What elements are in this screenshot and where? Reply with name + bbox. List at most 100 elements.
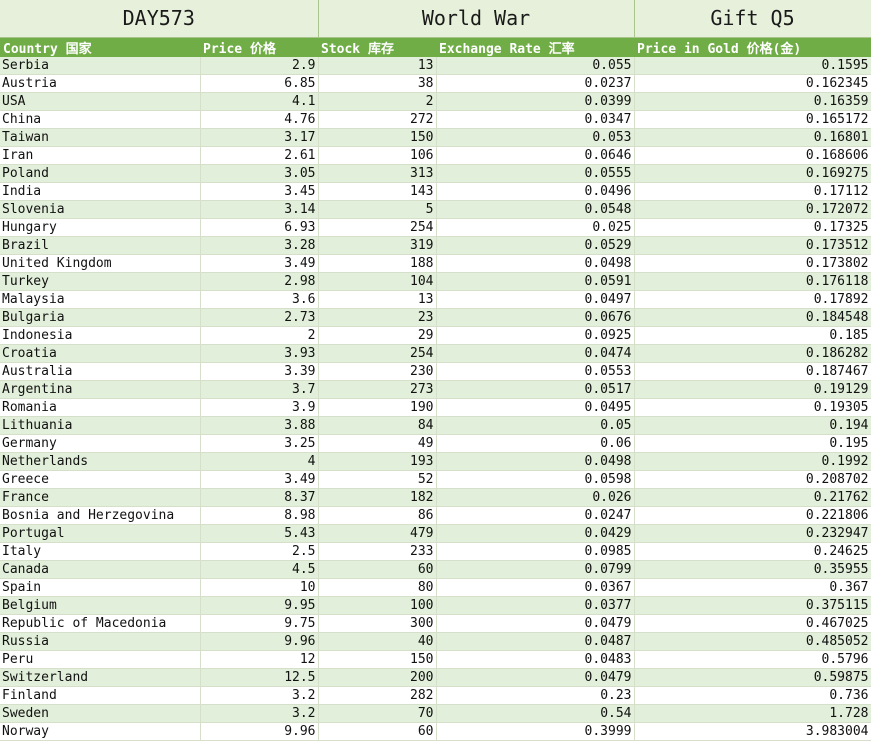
cell-price-in-gold[interactable]: 0.165172	[634, 110, 871, 129]
cell-exchange-rate[interactable]: 0.0548	[436, 200, 635, 219]
cell-exchange-rate[interactable]: 0.0377	[436, 596, 635, 615]
cell-country[interactable]: Bosnia and Herzegovina	[0, 506, 201, 525]
cell-exchange-rate[interactable]: 0.0646	[436, 146, 635, 165]
cell-price[interactable]: 12	[200, 650, 319, 669]
cell-price[interactable]: 3.39	[200, 362, 319, 381]
cell-stock[interactable]: 80	[318, 578, 437, 597]
cell-exchange-rate[interactable]: 0.0676	[436, 308, 635, 327]
cell-price-in-gold[interactable]: 0.187467	[634, 362, 871, 381]
cell-stock[interactable]: 38	[318, 74, 437, 93]
cell-stock[interactable]: 182	[318, 488, 437, 507]
cell-stock[interactable]: 5	[318, 200, 437, 219]
cell-price[interactable]: 8.98	[200, 506, 319, 525]
cell-country[interactable]: Greece	[0, 470, 201, 489]
cell-stock[interactable]: 479	[318, 524, 437, 543]
cell-exchange-rate[interactable]: 0.0487	[436, 632, 635, 651]
cell-price[interactable]: 8.37	[200, 488, 319, 507]
cell-price[interactable]: 3.28	[200, 236, 319, 255]
cell-exchange-rate[interactable]: 0.0985	[436, 542, 635, 561]
cell-stock[interactable]: 106	[318, 146, 437, 165]
cell-price-in-gold[interactable]: 0.367	[634, 578, 871, 597]
cell-price-in-gold[interactable]: 0.162345	[634, 74, 871, 93]
cell-price[interactable]: 12.5	[200, 668, 319, 687]
cell-country[interactable]: Taiwan	[0, 128, 201, 147]
cell-price[interactable]: 3.14	[200, 200, 319, 219]
cell-price-in-gold[interactable]: 0.221806	[634, 506, 871, 525]
cell-stock[interactable]: 70	[318, 704, 437, 723]
cell-price[interactable]: 9.96	[200, 632, 319, 651]
cell-exchange-rate[interactable]: 0.23	[436, 686, 635, 705]
cell-price[interactable]: 2	[200, 326, 319, 345]
cell-price-in-gold[interactable]: 0.172072	[634, 200, 871, 219]
title-day[interactable]: DAY573	[0, 0, 319, 38]
header-price[interactable]: Price 价格	[200, 37, 318, 57]
cell-price[interactable]: 3.9	[200, 398, 319, 417]
cell-country[interactable]: Serbia	[0, 56, 201, 75]
cell-price[interactable]: 3.7	[200, 380, 319, 399]
cell-exchange-rate[interactable]: 0.0479	[436, 668, 635, 687]
cell-stock[interactable]: 2	[318, 92, 437, 111]
cell-stock[interactable]: 40	[318, 632, 437, 651]
cell-price[interactable]: 2.73	[200, 308, 319, 327]
cell-exchange-rate[interactable]: 0.0399	[436, 92, 635, 111]
cell-country[interactable]: Slovenia	[0, 200, 201, 219]
cell-stock[interactable]: 193	[318, 452, 437, 471]
cell-country[interactable]: Russia	[0, 632, 201, 651]
cell-stock[interactable]: 254	[318, 218, 437, 237]
cell-price-in-gold[interactable]: 0.467025	[634, 614, 871, 633]
cell-stock[interactable]: 230	[318, 362, 437, 381]
cell-exchange-rate[interactable]: 0.0367	[436, 578, 635, 597]
cell-exchange-rate[interactable]: 0.0498	[436, 452, 635, 471]
cell-price-in-gold[interactable]: 0.17325	[634, 218, 871, 237]
cell-price[interactable]: 3.49	[200, 470, 319, 489]
cell-price[interactable]: 2.9	[200, 56, 319, 75]
cell-price[interactable]: 5.43	[200, 524, 319, 543]
cell-price-in-gold[interactable]: 0.176118	[634, 272, 871, 291]
cell-price-in-gold[interactable]: 0.1992	[634, 452, 871, 471]
cell-country[interactable]: Norway	[0, 722, 201, 741]
cell-price-in-gold[interactable]: 0.35955	[634, 560, 871, 579]
cell-stock[interactable]: 190	[318, 398, 437, 417]
cell-price[interactable]: 3.25	[200, 434, 319, 453]
cell-price-in-gold[interactable]: 0.17892	[634, 290, 871, 309]
cell-exchange-rate[interactable]: 0.54	[436, 704, 635, 723]
cell-country[interactable]: Indonesia	[0, 326, 201, 345]
cell-price-in-gold[interactable]: 0.19305	[634, 398, 871, 417]
cell-price[interactable]: 2.61	[200, 146, 319, 165]
cell-country[interactable]: Netherlands	[0, 452, 201, 471]
cell-stock[interactable]: 13	[318, 56, 437, 75]
cell-price-in-gold[interactable]: 0.24625	[634, 542, 871, 561]
cell-price-in-gold[interactable]: 3.983004	[634, 722, 871, 741]
cell-stock[interactable]: 60	[318, 722, 437, 741]
cell-price[interactable]: 3.05	[200, 164, 319, 183]
cell-country[interactable]: Croatia	[0, 344, 201, 363]
cell-country[interactable]: Turkey	[0, 272, 201, 291]
cell-exchange-rate[interactable]: 0.0479	[436, 614, 635, 633]
cell-country[interactable]: Italy	[0, 542, 201, 561]
cell-price[interactable]: 9.96	[200, 722, 319, 741]
cell-price-in-gold[interactable]: 0.173802	[634, 254, 871, 273]
cell-exchange-rate[interactable]: 0.3999	[436, 722, 635, 741]
cell-country[interactable]: Sweden	[0, 704, 201, 723]
cell-country[interactable]: Australia	[0, 362, 201, 381]
cell-price-in-gold[interactable]: 0.169275	[634, 164, 871, 183]
cell-country[interactable]: Hungary	[0, 218, 201, 237]
cell-country[interactable]: China	[0, 110, 201, 129]
cell-price[interactable]: 4.76	[200, 110, 319, 129]
cell-stock[interactable]: 86	[318, 506, 437, 525]
cell-stock[interactable]: 60	[318, 560, 437, 579]
cell-country[interactable]: Portugal	[0, 524, 201, 543]
cell-price[interactable]: 4.1	[200, 92, 319, 111]
cell-country[interactable]: USA	[0, 92, 201, 111]
cell-price-in-gold[interactable]: 0.195	[634, 434, 871, 453]
cell-country[interactable]: United Kingdom	[0, 254, 201, 273]
cell-price-in-gold[interactable]: 0.232947	[634, 524, 871, 543]
cell-exchange-rate[interactable]: 0.0495	[436, 398, 635, 417]
cell-country[interactable]: France	[0, 488, 201, 507]
cell-stock[interactable]: 319	[318, 236, 437, 255]
cell-price-in-gold[interactable]: 0.485052	[634, 632, 871, 651]
cell-price-in-gold[interactable]: 0.19129	[634, 380, 871, 399]
cell-country[interactable]: Republic of Macedonia	[0, 614, 201, 633]
header-stock[interactable]: Stock 库存	[318, 37, 436, 57]
cell-price-in-gold[interactable]: 1.728	[634, 704, 871, 723]
